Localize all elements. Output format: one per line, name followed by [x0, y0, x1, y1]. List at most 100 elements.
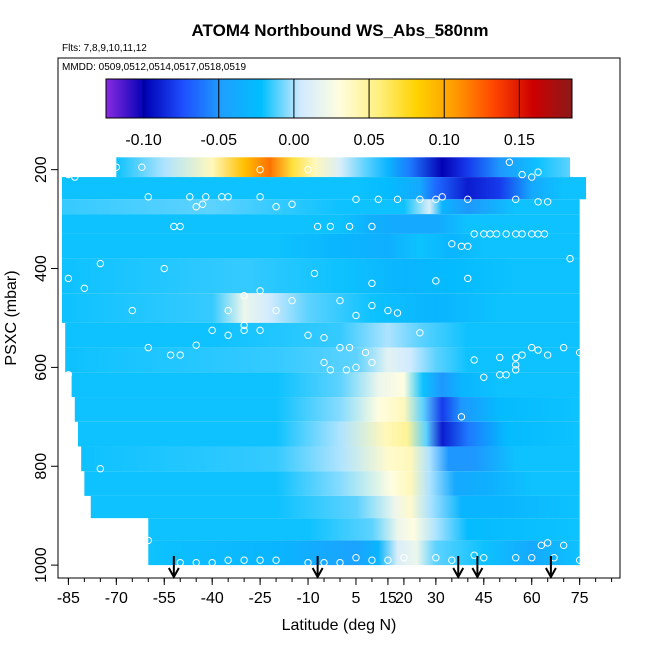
- sample-point: [64, 371, 73, 379]
- x-tick-label: -40: [201, 590, 224, 607]
- colorbar-tick-label: 0.05: [353, 132, 384, 149]
- heatmap-band: [77, 421, 580, 447]
- sample-point: [528, 173, 536, 181]
- sample-point: [374, 195, 383, 204]
- sample-point: [240, 556, 248, 564]
- sample-point: [288, 296, 296, 305]
- sample-point: [320, 358, 328, 367]
- sample-point: [160, 264, 168, 273]
- sample-point: [256, 326, 264, 335]
- sample-point: [457, 413, 466, 421]
- sample-point: [256, 165, 264, 174]
- sample-point: [502, 371, 510, 379]
- sample-point: [537, 541, 546, 550]
- sample-point: [368, 358, 376, 367]
- heatmap-band: [62, 293, 580, 323]
- x-tick-label: -70: [105, 590, 128, 607]
- sample-point: [208, 558, 216, 567]
- sample-point: [71, 173, 79, 181]
- sample-point: [368, 301, 376, 310]
- y-tick-label: 600: [33, 354, 50, 381]
- sample-point: [112, 163, 121, 171]
- sample-point: [106, 163, 114, 171]
- sample-point: [544, 539, 552, 547]
- sample-point: [320, 334, 328, 342]
- sample-point: [170, 222, 178, 231]
- sample-point: [432, 195, 440, 204]
- sample-point: [540, 230, 549, 238]
- sample-point: [240, 326, 248, 335]
- sample-point: [502, 230, 510, 238]
- sample-point: [96, 259, 105, 268]
- y-tick-label: 800: [33, 453, 50, 480]
- x-tick-label: -10: [296, 590, 319, 607]
- y-tick-label: 200: [33, 156, 50, 183]
- sample-point: [512, 361, 520, 369]
- sample-point: [544, 198, 552, 206]
- x-tick-label: 45: [475, 590, 493, 607]
- sample-point: [198, 200, 207, 208]
- sample-point: [218, 193, 226, 201]
- sample-point: [224, 556, 232, 564]
- sample-point: [166, 351, 175, 359]
- sample-point: [272, 556, 280, 564]
- sample-point: [512, 366, 520, 374]
- y-axis-label: PSXC (mbar): [3, 270, 20, 365]
- sample-point: [528, 553, 536, 562]
- sample-point: [138, 163, 146, 171]
- sample-point: [448, 556, 456, 564]
- flights-label: Flts: 7,8,9,10,11,12: [62, 43, 147, 54]
- x-tick-label: 5: [352, 590, 361, 607]
- sample-point: [416, 329, 424, 337]
- sample-point: [368, 222, 376, 231]
- heatmap-band: [81, 446, 580, 472]
- sample-point: [288, 200, 296, 208]
- sample-point: [345, 343, 354, 352]
- x-tick-label: 60: [523, 590, 541, 607]
- heatmap-band: [84, 471, 580, 496]
- dates-label: MMDD: 0509,0512,0514,0517,0518,0519: [62, 62, 246, 73]
- y-axis: 200 400 600 800 1000: [33, 156, 59, 583]
- sample-point: [80, 168, 89, 176]
- sample-point: [345, 222, 354, 231]
- sample-point: [534, 198, 542, 206]
- sample-point: [240, 321, 248, 330]
- sample-point: [96, 465, 105, 473]
- sample-point: [342, 366, 351, 374]
- sample-point: [470, 230, 478, 238]
- sample-point: [534, 168, 542, 176]
- sample-point: [492, 230, 501, 238]
- heatmap-band: [90, 495, 580, 519]
- sample-point: [224, 306, 232, 315]
- heatmap-band: [62, 199, 580, 215]
- sample-point: [304, 165, 312, 174]
- sample-point: [208, 326, 216, 335]
- y-tick-label: 1000: [33, 547, 50, 583]
- sample-point: [352, 195, 360, 204]
- sample-point: [464, 274, 472, 283]
- sample-point: [393, 309, 402, 317]
- sample-point: [518, 170, 526, 179]
- sample-point: [320, 558, 328, 567]
- sample-point: [256, 287, 264, 295]
- sample-point: [144, 536, 152, 545]
- sample-point: [326, 222, 335, 231]
- sample-point: [256, 193, 264, 201]
- sample-point: [566, 254, 574, 263]
- flight-arrow: [311, 556, 324, 580]
- sample-point: [384, 556, 392, 564]
- sample-point: [336, 343, 344, 352]
- sample-point: [336, 558, 344, 567]
- heatmap-band: [116, 157, 571, 178]
- sample-point: [186, 193, 194, 201]
- sample-point: [438, 193, 446, 201]
- sample-point: [559, 541, 568, 550]
- sample-point: [272, 203, 280, 211]
- sample-point: [352, 363, 360, 372]
- sample-point: [240, 292, 248, 300]
- flight-arrow: [167, 556, 180, 580]
- sample-point: [336, 296, 344, 305]
- sample-point: [192, 203, 200, 211]
- heatmap-band: [62, 177, 587, 200]
- sample-point: [304, 558, 312, 567]
